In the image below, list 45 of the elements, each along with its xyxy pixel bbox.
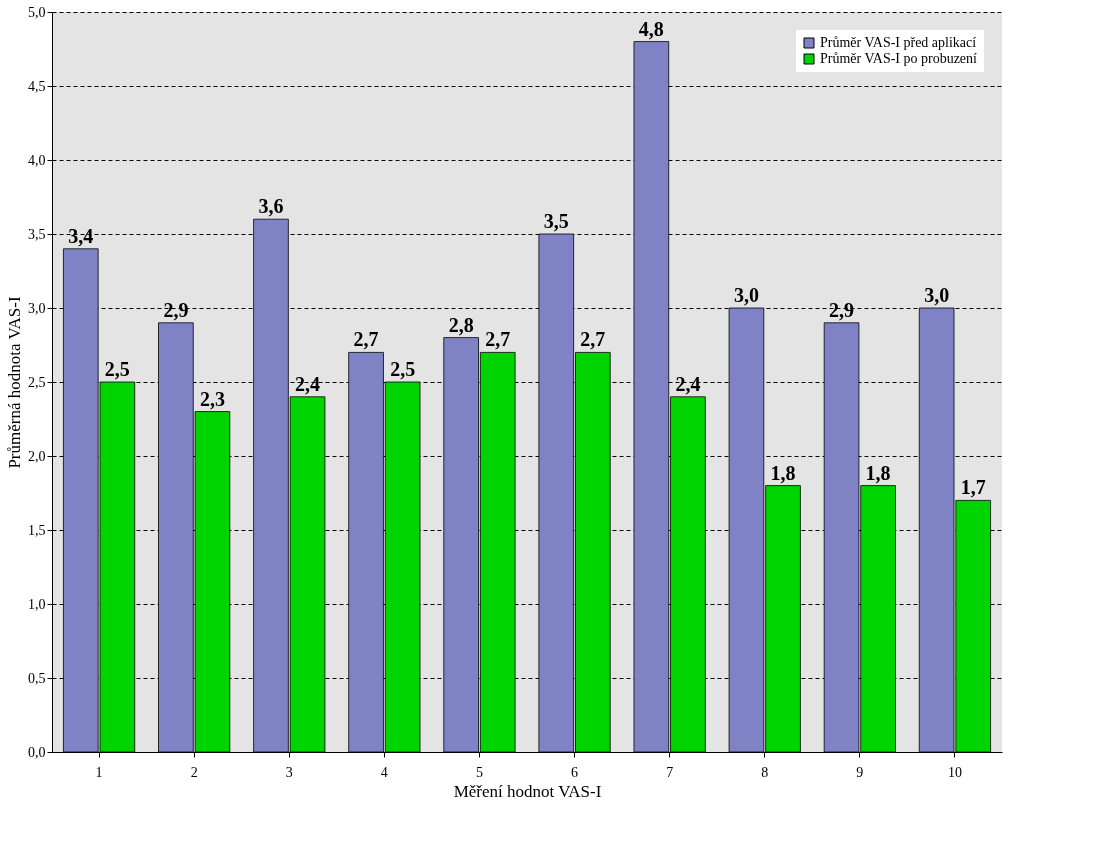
data-label: 3,5 <box>543 210 569 232</box>
y-tick-label: 3,0 <box>28 300 46 316</box>
x-tick-label: 1 <box>95 764 103 780</box>
data-label: 2,7 <box>353 328 379 351</box>
data-label: 3,6 <box>258 195 284 218</box>
data-label: 2,9 <box>163 298 189 321</box>
data-label: 2,9 <box>829 298 855 321</box>
x-tick-label: 8 <box>761 764 769 780</box>
data-label: 2,4 <box>675 372 701 395</box>
data-label: 2,8 <box>448 313 474 336</box>
data-label: 2,5 <box>104 358 130 380</box>
data-label: 1,8 <box>770 461 796 484</box>
x-axis-title: Měření hodnot VAS-I <box>453 781 602 801</box>
x-tick-label: 4 <box>380 764 388 780</box>
data-label: 1,8 <box>865 461 891 484</box>
y-tick-label: 1,5 <box>28 522 46 538</box>
data-label: 3,0 <box>733 284 759 306</box>
legend-label: Průměr VAS-I po probuzení <box>820 51 978 66</box>
x-tick-label: 2 <box>190 764 198 780</box>
x-tick-label: 10 <box>947 764 962 780</box>
x-tick-label: 5 <box>475 764 483 780</box>
data-label: 3,0 <box>924 284 950 306</box>
y-tick-label: 1,0 <box>28 596 46 612</box>
y-tick-label: 5,0 <box>28 4 46 20</box>
x-tick-label: 6 <box>571 764 579 780</box>
y-tick-label: 0,5 <box>28 670 46 686</box>
y-tick-label: 2,5 <box>28 374 46 390</box>
legend-label: Průměr VAS-I před aplikací <box>820 35 977 50</box>
data-label: 2,5 <box>390 358 416 380</box>
data-label: 2,7 <box>580 328 606 351</box>
data-label: 1,7 <box>960 476 986 499</box>
y-tick-label: 4,0 <box>28 152 46 168</box>
data-label: 3,4 <box>68 224 94 247</box>
y-tick-label: 3,5 <box>28 226 46 242</box>
y-tick-label: 0,0 <box>28 744 46 760</box>
data-label: 2,4 <box>295 372 321 395</box>
data-label: 4,8 <box>638 17 664 40</box>
x-tick-label: 7 <box>666 764 674 780</box>
x-tick-label: 3 <box>285 764 293 780</box>
y-axis-title: Průměrná hodnota VAS-I <box>5 296 24 469</box>
y-tick-label: 2,0 <box>28 448 46 464</box>
y-tick-label: 4,5 <box>28 78 46 94</box>
data-label: 2,3 <box>199 387 225 410</box>
data-label: 2,7 <box>485 328 511 351</box>
x-tick-label: 9 <box>856 764 864 780</box>
